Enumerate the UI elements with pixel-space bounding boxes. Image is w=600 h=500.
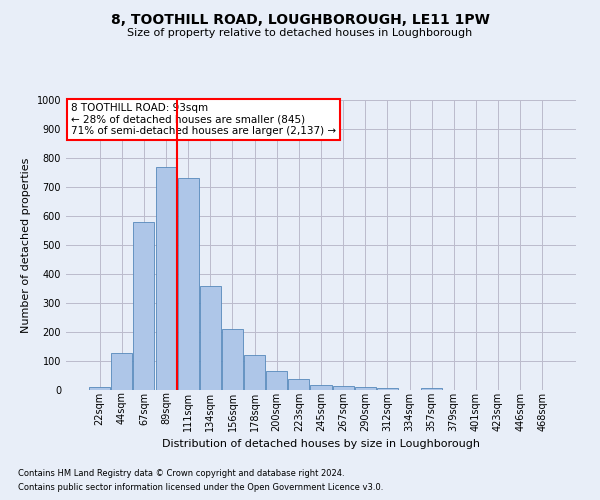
Bar <box>377 388 398 390</box>
Bar <box>332 386 353 390</box>
Bar <box>112 353 133 390</box>
Bar <box>266 371 287 390</box>
Bar <box>355 387 376 390</box>
Bar <box>289 379 310 390</box>
Bar <box>178 178 199 390</box>
Text: 8 TOOTHILL ROAD: 93sqm
← 28% of detached houses are smaller (845)
71% of semi-de: 8 TOOTHILL ROAD: 93sqm ← 28% of detached… <box>71 103 336 136</box>
Text: Contains HM Land Registry data © Crown copyright and database right 2024.: Contains HM Land Registry data © Crown c… <box>18 468 344 477</box>
Bar <box>310 385 332 390</box>
Bar <box>244 355 265 390</box>
Y-axis label: Number of detached properties: Number of detached properties <box>21 158 31 332</box>
Text: Contains public sector information licensed under the Open Government Licence v3: Contains public sector information licen… <box>18 484 383 492</box>
Bar <box>421 388 442 390</box>
Bar <box>155 166 176 390</box>
Bar <box>89 386 110 390</box>
X-axis label: Distribution of detached houses by size in Loughborough: Distribution of detached houses by size … <box>162 439 480 449</box>
Text: 8, TOOTHILL ROAD, LOUGHBOROUGH, LE11 1PW: 8, TOOTHILL ROAD, LOUGHBOROUGH, LE11 1PW <box>110 12 490 26</box>
Bar <box>222 329 243 390</box>
Bar <box>200 286 221 390</box>
Text: Size of property relative to detached houses in Loughborough: Size of property relative to detached ho… <box>127 28 473 38</box>
Bar <box>133 222 154 390</box>
